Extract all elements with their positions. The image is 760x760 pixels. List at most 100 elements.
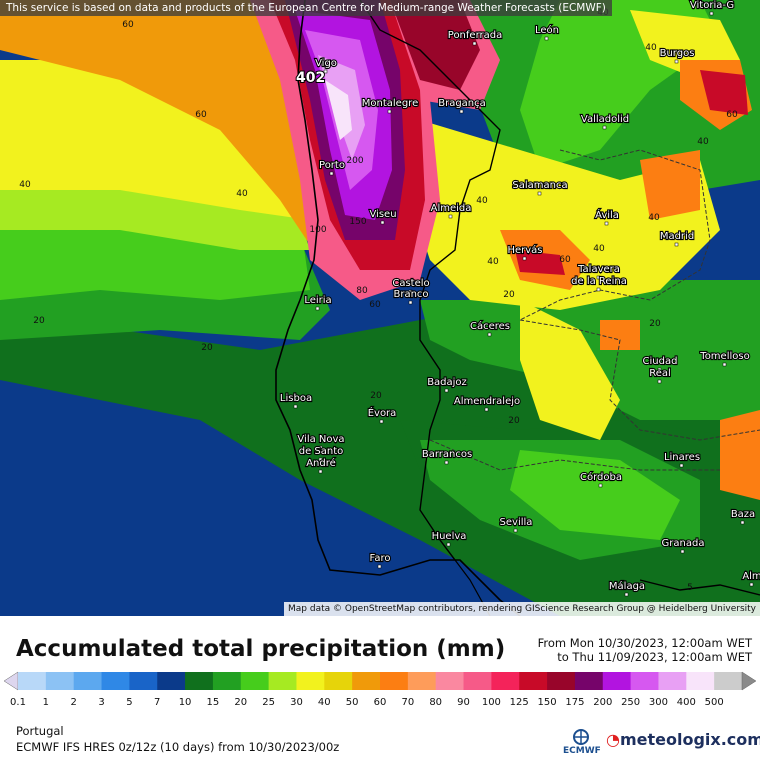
city-marker — [604, 221, 609, 226]
city-marker — [674, 59, 679, 64]
city-label: León — [535, 24, 559, 36]
city-label: Madrid — [660, 231, 694, 242]
contour-value-label: 20 — [649, 319, 661, 329]
peak-value-label: 402 — [296, 70, 325, 86]
city-label: Sevilla — [500, 517, 533, 528]
city-label: Vitoria-G — [690, 0, 734, 11]
legend-label: 80 — [429, 697, 443, 708]
legend-label: 30 — [290, 697, 303, 708]
city-label: Castelo — [392, 278, 429, 289]
city-label: Bragança — [438, 98, 486, 109]
band-25c — [510, 450, 680, 540]
city-marker — [674, 242, 679, 247]
city-label: Porto — [319, 160, 345, 171]
map-attribution[interactable]: Map data © OpenStreetMap contributors, r… — [284, 602, 760, 616]
legend-label: 5 — [126, 697, 133, 708]
legend-label: 200 — [593, 697, 613, 708]
contour-value-label: 60 — [195, 110, 207, 120]
city-marker — [444, 460, 449, 465]
city-label: Córdoba — [580, 471, 622, 483]
city-label: Évora — [368, 406, 397, 419]
city-marker — [709, 11, 714, 16]
border-pt-es — [359, 0, 501, 561]
legend-swatch — [491, 672, 520, 690]
contour-value-label: 20 — [508, 416, 520, 426]
city-marker — [537, 191, 542, 196]
city-label: Lisboa — [280, 393, 312, 404]
city-label: Branco — [393, 289, 428, 300]
band-60-east — [720, 410, 760, 500]
city-marker — [379, 419, 384, 424]
city-marker — [544, 36, 549, 41]
contour-value-label: 60 — [726, 110, 738, 120]
legend-swatch — [547, 672, 576, 690]
city-label: Badajoz — [427, 377, 467, 388]
contour-value-label: 40 — [19, 180, 31, 190]
legend-label: 500 — [704, 697, 724, 708]
city-label: Valladolid — [581, 114, 629, 125]
city-marker — [624, 592, 629, 597]
period-from: From Mon 10/30/2023, 12:00am WET — [537, 636, 752, 650]
city-label: Faro — [370, 553, 391, 564]
region-border-2 — [519, 319, 760, 441]
region-border-3 — [429, 439, 720, 471]
city-marker — [293, 404, 298, 409]
city-label: Vila Nova — [297, 434, 344, 445]
city-marker — [740, 520, 745, 525]
legend-label: 7 — [154, 697, 161, 708]
legend-swatch — [73, 672, 103, 690]
city-marker — [722, 362, 727, 367]
legend-swatch — [185, 672, 214, 690]
city-marker — [318, 469, 323, 474]
city-marker — [513, 528, 518, 533]
contour-value-label: 20 — [201, 343, 213, 353]
meteologix-logo[interactable]: ◔meteologix.com — [606, 730, 760, 749]
legend-label: 25 — [262, 697, 275, 708]
precipitation-map[interactable]: 6060404010020015080604040204060404060404… — [0, 0, 760, 616]
city-marker — [679, 463, 684, 468]
contour-value-label: 40 — [697, 137, 709, 147]
coastline-south — [639, 579, 760, 596]
legend-swatch — [435, 672, 465, 690]
legend-swatch — [240, 672, 270, 690]
legend-labels: 0.1 1 2 3 5 7 10 15 20 25 30 40 50 60 70 80 90 100 125 150 1… — [0, 697, 760, 711]
period-to: to Thu 11/09/2023, 12:00am WET — [557, 650, 752, 664]
legend-swatch — [18, 672, 47, 690]
city-marker — [377, 564, 382, 569]
city-labels: Vitoria-G Ponferrada León Vigo Burgos Montale… — [279, 0, 760, 597]
legend-label: 300 — [648, 697, 668, 708]
legend-label: 70 — [401, 697, 415, 708]
contour-value-label: 100 — [309, 225, 326, 235]
city-marker — [408, 289, 413, 294]
legend-label: 50 — [345, 697, 359, 708]
contour-labels: 6060404010020015080604040204060404060404… — [19, 8, 738, 593]
legend-label: 125 — [509, 697, 529, 708]
city-label: Leiria — [304, 295, 331, 306]
city-label: Viseu — [369, 209, 396, 220]
city-label: Málaga — [609, 580, 645, 592]
city-label: Almendralejo — [454, 396, 520, 407]
legend-label: 20 — [234, 697, 248, 708]
legend-label: 15 — [206, 697, 220, 708]
chart-title: Accumulated total precipitation (mm) — [16, 636, 506, 662]
city-label: Talavera — [577, 264, 620, 275]
city-marker — [596, 275, 601, 280]
city-marker — [680, 549, 685, 554]
legend-swatch — [463, 672, 492, 690]
city-marker — [657, 379, 662, 384]
legend-swatch — [352, 672, 381, 690]
contour-value-label: 80 — [356, 286, 368, 296]
city-label: Alm — [742, 571, 760, 582]
meteologix-brand: meteologix.com — [619, 730, 760, 749]
city-marker — [444, 388, 449, 393]
legend-label: 150 — [537, 697, 557, 708]
region-border-1 — [519, 149, 711, 321]
legend-swatch — [296, 672, 325, 690]
ecmwf-logo-icon[interactable] — [563, 728, 599, 756]
city-marker — [749, 582, 754, 587]
legend-swatch — [519, 672, 548, 690]
legend-label: 0.1 — [10, 697, 26, 708]
city-label: Ciudad — [643, 356, 678, 367]
city-marker — [602, 125, 607, 130]
contour-value-label: 40 — [476, 196, 488, 206]
